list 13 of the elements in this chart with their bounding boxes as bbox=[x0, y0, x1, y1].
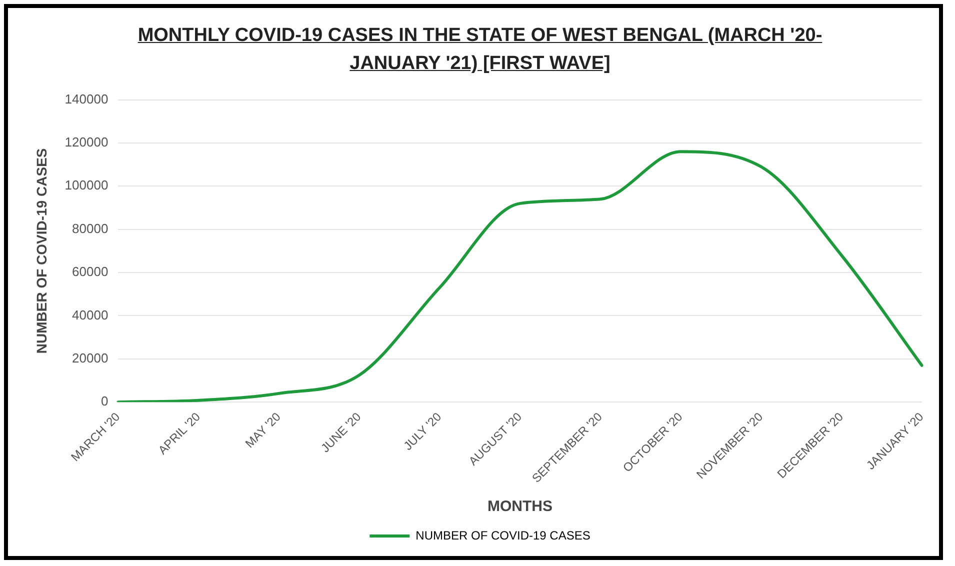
legend-label: NUMBER OF COVID-19 CASES bbox=[416, 528, 590, 542]
y-tick-label: 60000 bbox=[72, 264, 108, 280]
chart-title: MONTHLY COVID-19 CASES IN THE STATE OF WEST BENGAL (MARCH '20-JANUARY '21) [FIRST WAVE] bbox=[136, 24, 824, 76]
y-axis-title: NUMBER OF COVID-19 CASES bbox=[33, 148, 50, 354]
y-tick-label: 120000 bbox=[64, 134, 108, 150]
y-tick-label: 20000 bbox=[72, 350, 108, 366]
line-series bbox=[116, 150, 924, 402]
x-axis-title: MONTHS bbox=[488, 498, 552, 516]
y-tick-label: 0 bbox=[100, 394, 108, 409]
y-tick-label: 40000 bbox=[72, 307, 108, 322]
y-tick-label: 100000 bbox=[64, 178, 108, 193]
y-tick-label: 140000 bbox=[64, 91, 108, 106]
y-tick-label: 80000 bbox=[72, 220, 108, 236]
